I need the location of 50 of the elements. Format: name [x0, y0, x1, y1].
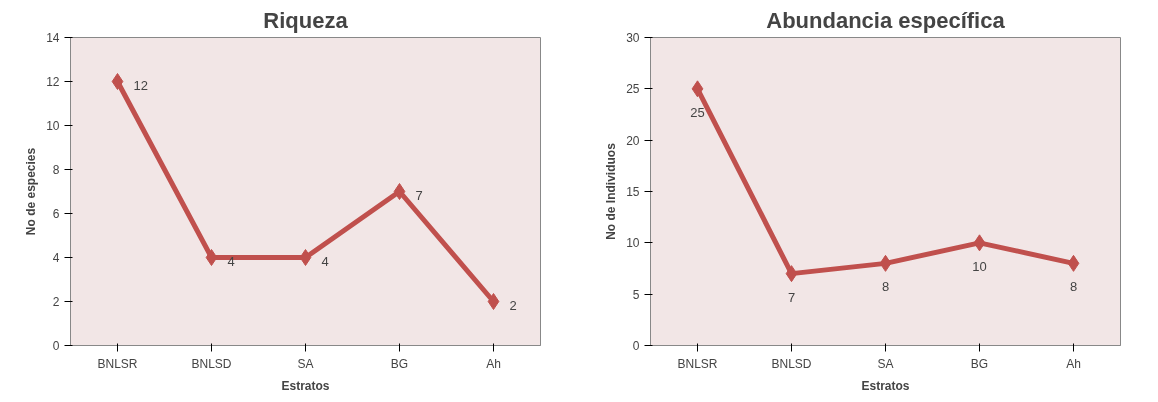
y-tick-label: 0	[632, 339, 640, 353]
x-tick-label: BG	[970, 356, 989, 371]
data-label: 12	[133, 77, 148, 93]
data-label: 4	[321, 253, 329, 269]
y-tick-label: 14	[46, 31, 60, 45]
x-tick-label: Ah	[486, 356, 501, 371]
data-label: 10	[972, 258, 987, 274]
y-axis-title: No de especies	[24, 147, 39, 236]
point	[487, 293, 500, 310]
y-tick-label: 5	[632, 287, 640, 302]
x-axis-title: Estratos	[281, 378, 330, 393]
point	[111, 73, 124, 90]
x-tick-label: BG	[390, 356, 409, 371]
data-label: 7	[415, 187, 423, 203]
chart-title: Abundancia específica	[766, 7, 1006, 33]
point	[205, 249, 218, 266]
x-tick-label: SA	[297, 356, 314, 371]
y-tick-label: 20	[626, 133, 640, 148]
y-tick-label: 10	[626, 236, 640, 251]
point	[1067, 254, 1080, 272]
point	[691, 80, 704, 98]
data-label: 7	[787, 289, 796, 305]
chart-title: Riqueza	[263, 7, 349, 33]
point	[393, 183, 406, 200]
y-tick-label: 6	[52, 207, 60, 221]
data-label: 2	[509, 297, 517, 313]
x-tick-label: BNLSD	[191, 356, 232, 371]
data-label: 25	[690, 104, 705, 120]
y-tick-label: 8	[52, 163, 60, 177]
y-tick-label: 12	[46, 75, 60, 89]
x-tick-label: BNLSD	[771, 356, 812, 371]
y-tick-label: 10	[46, 119, 60, 133]
y-tick-label: 4	[52, 251, 60, 265]
x-axis-title: Estratos	[861, 378, 910, 393]
point	[879, 254, 892, 272]
x-tick-label: BNLSR	[677, 356, 718, 371]
y-tick-label: 25	[626, 82, 640, 97]
y-tick-label: 2	[52, 295, 60, 309]
data-label: 8	[1069, 279, 1078, 295]
data-label: 8	[881, 279, 890, 295]
point	[973, 234, 986, 252]
point	[299, 249, 312, 266]
point	[785, 265, 798, 283]
x-tick-label: Ah	[1066, 356, 1081, 371]
x-tick-label: BNLSR	[97, 356, 138, 371]
y-tick-label: 30	[626, 31, 640, 45]
y-tick-label: 0	[52, 339, 60, 353]
y-axis-title: No de Individuos	[604, 142, 619, 240]
x-tick-label: SA	[877, 356, 894, 371]
y-tick-label: 15	[626, 185, 640, 199]
